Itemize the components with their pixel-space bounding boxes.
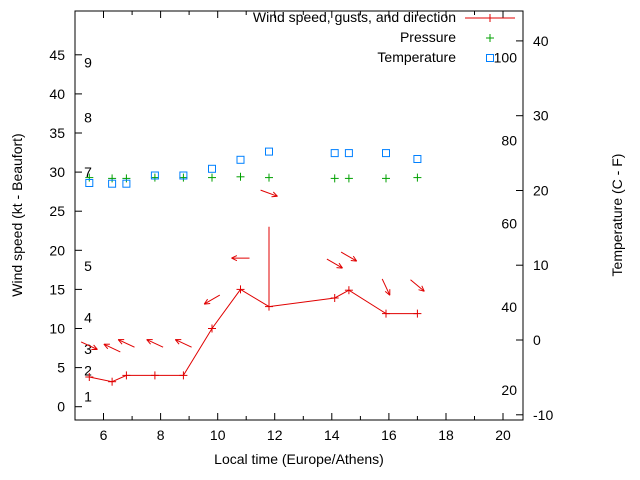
svg-text:4: 4 [84, 310, 92, 326]
temperature-square-marker-icon [464, 51, 516, 63]
svg-text:40: 40 [533, 33, 549, 49]
svg-text:60: 60 [501, 216, 517, 232]
pressure-plus-marker-icon [464, 31, 516, 43]
svg-text:-10: -10 [533, 407, 553, 423]
svg-text:20: 20 [501, 382, 517, 398]
svg-text:5: 5 [84, 258, 92, 274]
x-axis-title: Local time (Europe/Athens) [214, 451, 384, 467]
svg-text:14: 14 [324, 427, 340, 443]
svg-text:12: 12 [267, 427, 283, 443]
legend-label-temperature: Temperature [377, 49, 456, 65]
svg-text:7: 7 [84, 164, 92, 180]
legend-label-pressure: Pressure [399, 29, 456, 45]
svg-text:1: 1 [84, 389, 92, 405]
svg-text:2: 2 [84, 363, 92, 379]
legend-item-temperature: Temperature [377, 47, 516, 67]
svg-text:20: 20 [49, 242, 65, 258]
right-axis-title: Temperature (C - F) [609, 153, 625, 277]
svg-text:20: 20 [495, 427, 511, 443]
svg-text:45: 45 [49, 47, 65, 63]
legend: Wind speed, gusts, and direction Pressur… [253, 7, 516, 67]
svg-text:100: 100 [494, 50, 518, 66]
wind-line-plus-marker-icon [464, 11, 516, 23]
svg-text:40: 40 [501, 299, 517, 315]
svg-text:8: 8 [84, 109, 92, 125]
svg-text:0: 0 [533, 332, 541, 348]
svg-text:80: 80 [501, 133, 517, 149]
svg-text:8: 8 [157, 427, 165, 443]
svg-text:5: 5 [57, 360, 65, 376]
svg-text:30: 30 [533, 108, 549, 124]
svg-text:30: 30 [49, 164, 65, 180]
legend-label-wind: Wind speed, gusts, and direction [252, 9, 456, 25]
svg-text:40: 40 [49, 86, 65, 102]
svg-text:6: 6 [100, 427, 108, 443]
svg-text:10: 10 [49, 321, 65, 337]
svg-text:9: 9 [84, 55, 92, 71]
svg-text:10: 10 [533, 257, 549, 273]
svg-text:16: 16 [381, 427, 397, 443]
legend-item-wind: Wind speed, gusts, and direction [253, 7, 516, 27]
svg-text:10: 10 [210, 427, 226, 443]
svg-text:25: 25 [49, 203, 65, 219]
legend-item-pressure: Pressure [400, 27, 516, 47]
svg-text:3: 3 [84, 341, 92, 357]
svg-text:18: 18 [438, 427, 454, 443]
svg-text:20: 20 [533, 183, 549, 199]
left-axis-title: Wind speed (kt - Beaufort) [9, 133, 25, 297]
svg-text:15: 15 [49, 281, 65, 297]
svg-text:0: 0 [57, 399, 65, 415]
svg-text:35: 35 [49, 125, 65, 141]
